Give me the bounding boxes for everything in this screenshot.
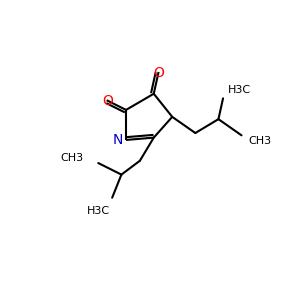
Text: N: N — [112, 133, 123, 147]
Text: H3C: H3C — [87, 206, 110, 216]
Text: H3C: H3C — [228, 85, 251, 95]
Text: CH3: CH3 — [60, 153, 83, 164]
Text: O: O — [102, 94, 113, 108]
Text: O: O — [153, 66, 164, 80]
Text: CH3: CH3 — [248, 136, 272, 146]
